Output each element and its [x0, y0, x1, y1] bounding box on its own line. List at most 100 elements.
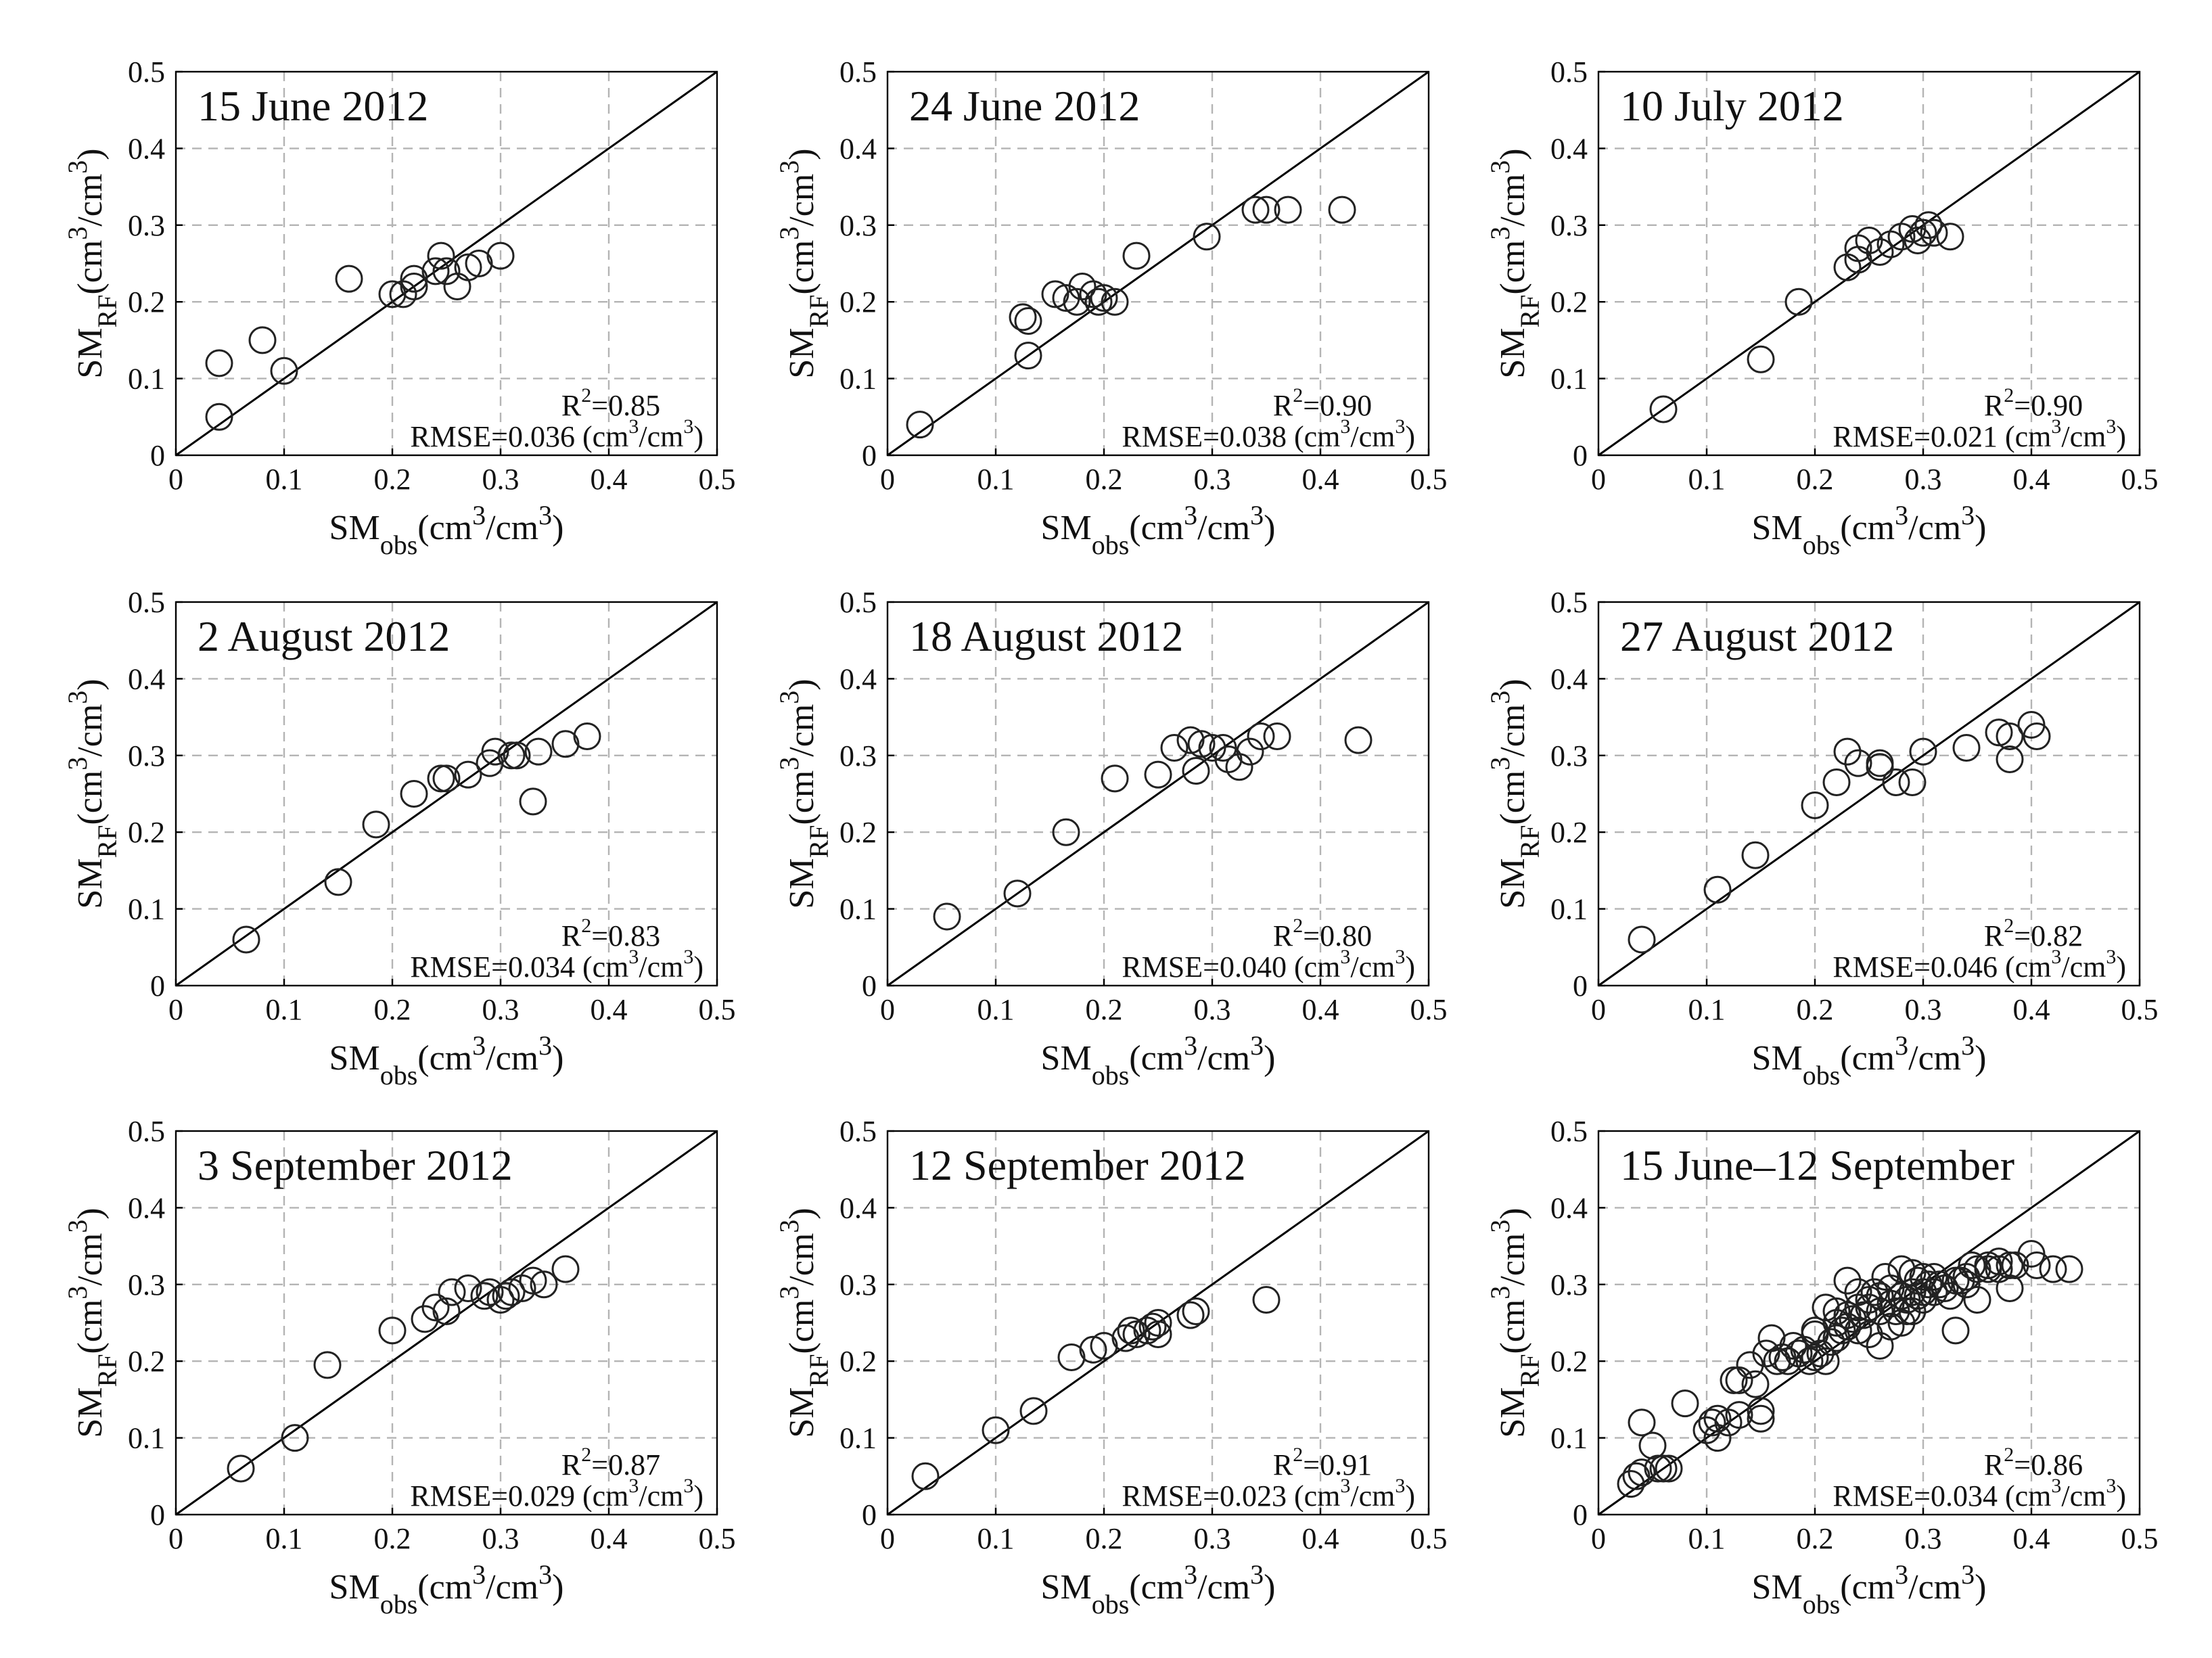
plot-frame — [886, 70, 1430, 457]
data-point — [1996, 1251, 2024, 1279]
data-point — [492, 1282, 520, 1310]
y-tick-label: 0.1 — [128, 363, 165, 396]
y-tick-label: 0 — [862, 969, 877, 1003]
data-point — [1741, 1370, 1770, 1398]
data-point — [1057, 1343, 1086, 1372]
data-point — [1252, 195, 1281, 224]
data-point — [2039, 1255, 2067, 1283]
data-point — [1176, 1301, 1205, 1329]
r-squared-prefix: R — [1984, 919, 2004, 952]
data-point — [432, 257, 461, 285]
one-to-one-line — [175, 1130, 718, 1516]
y-label-subscript: RF — [1515, 825, 1545, 858]
x-tick-label: 0.5 — [1410, 463, 1448, 496]
r-squared-prefix: R — [561, 389, 582, 422]
x-tick-label: 0 — [1591, 463, 1606, 496]
scatter-panel: 00 0.1 0.1 0.2 0.2 0.3 0.3 0.4 0.4 0.5 0.5 2 August… — [62, 586, 736, 1090]
data-point — [1963, 1285, 1991, 1314]
x-tick-label: 0.1 — [977, 993, 1015, 1026]
x-label-unit: (cm — [417, 1568, 472, 1607]
data-point — [427, 241, 455, 270]
r-squared-prefix: R — [1984, 389, 2004, 422]
scatter-panel: 00 0.1 0.1 0.2 0.2 0.3 0.3 0.4 0.4 0.5 0.5 24 June … — [774, 55, 1448, 560]
x-tick-label: 0.4 — [1302, 993, 1339, 1026]
data-point — [1122, 1320, 1151, 1349]
x-tick-label: 0.3 — [1905, 1522, 1942, 1555]
data-point — [1882, 768, 1910, 796]
y-label-superscript: 3 — [62, 757, 93, 770]
x-label-superscript: 3 — [1250, 1559, 1264, 1590]
data-point — [1247, 722, 1275, 750]
data-point — [1801, 791, 1829, 820]
data-point — [2023, 722, 2051, 750]
data-point — [1160, 733, 1189, 762]
data-point — [1849, 1301, 1878, 1329]
y-tick-label: 0.2 — [128, 816, 165, 849]
data-point — [1925, 1270, 1954, 1299]
data-point — [1225, 753, 1253, 781]
y-label-base: SM — [1494, 327, 1532, 378]
y-label-subscript: RF — [804, 295, 834, 328]
one-to-one-line — [1598, 601, 2140, 987]
rmse-value: RMSE=0.046 (cm — [1833, 950, 2051, 984]
y-tick-label: 0.4 — [839, 662, 877, 695]
y-axis-label: SMRF(cm3/cm3) — [62, 678, 122, 908]
plot-frame — [886, 601, 1430, 987]
data-point — [2023, 1251, 2051, 1279]
data-point — [524, 737, 553, 766]
data-point — [1090, 1332, 1118, 1360]
plot-frame — [886, 1130, 1430, 1516]
data-point — [1784, 287, 1813, 316]
data-point — [1628, 1458, 1656, 1487]
x-label-superscript: 3 — [538, 1030, 552, 1061]
data-point — [270, 356, 298, 385]
y-label-unit: /cm — [783, 704, 821, 757]
data-point — [1952, 733, 1981, 762]
x-axis-label: SMobs(cm3/cm3) — [1752, 500, 1987, 560]
data-point — [1747, 345, 1775, 373]
data-point — [227, 1454, 255, 1483]
rmse-close: ) — [2116, 950, 2126, 984]
data-point — [427, 764, 455, 793]
y-label-superscript: 3 — [774, 227, 804, 240]
data-point — [1328, 195, 1356, 224]
y-tick-label: 0 — [150, 1498, 165, 1532]
x-label-superscript: 3 — [1895, 1030, 1908, 1061]
r-squared-value: =0.86 — [2014, 1448, 2083, 1481]
r-squared-superscript: 2 — [2004, 384, 2014, 407]
x-label-unit: /cm — [1908, 509, 1961, 547]
y-label-superscript: 3 — [62, 227, 93, 240]
y-label-subscript: RF — [804, 825, 834, 858]
y-tick-label: 0 — [1573, 969, 1588, 1003]
data-point — [1779, 1332, 1807, 1360]
y-label-unit: /cm — [1494, 174, 1532, 227]
data-point — [1909, 1278, 1937, 1306]
r-squared-superscript: 2 — [581, 1444, 591, 1466]
x-label-unit: /cm — [1197, 1039, 1250, 1078]
y-label-base: SM — [783, 1387, 821, 1437]
rmse-superscript: 3 — [683, 946, 693, 968]
data-point — [1263, 722, 1291, 750]
scatter-panel: 00 0.1 0.1 0.2 0.2 0.3 0.3 0.4 0.4 0.5 0.5 3 Septem… — [62, 1115, 736, 1619]
data-point — [432, 764, 461, 793]
x-label-close: ) — [1975, 1568, 1986, 1607]
data-point — [1828, 1316, 1856, 1345]
data-point — [1236, 737, 1264, 766]
x-axis-label: SMobs(cm3/cm3) — [329, 1559, 564, 1619]
data-point — [432, 1297, 461, 1325]
rmse-label: RMSE=0.046 (cm3/cm3) — [1833, 946, 2126, 984]
x-label-base: SM — [1752, 509, 1803, 547]
r-squared-prefix: R — [561, 1448, 582, 1481]
data-point — [281, 1424, 309, 1452]
y-label-unit: (cm — [1494, 1299, 1532, 1354]
x-label-close: ) — [1975, 509, 1986, 547]
y-label-superscript: 3 — [1485, 1220, 1515, 1233]
x-axis-label: SMobs(cm3/cm3) — [329, 500, 564, 560]
y-label-unit: /cm — [1494, 1233, 1532, 1286]
x-tick-label: 0.4 — [591, 463, 628, 496]
x-label-superscript: 3 — [538, 1559, 552, 1590]
y-tick-label: 0.3 — [839, 739, 877, 773]
data-point — [1187, 730, 1216, 758]
rmse-value: RMSE=0.021 (cm — [1833, 420, 2051, 453]
x-label-base: SM — [329, 509, 380, 547]
